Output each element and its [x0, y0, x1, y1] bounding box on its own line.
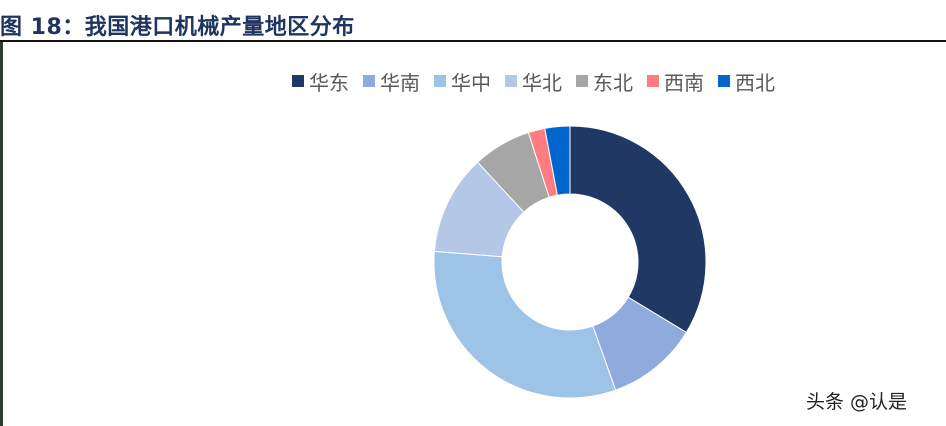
legend-swatch-xibei — [718, 75, 730, 87]
legend-label-xinan: 西南 — [664, 70, 704, 95]
legend-swatch-huanan — [363, 75, 375, 87]
legend-item-xinan: 西南 — [647, 67, 704, 96]
legend-swatch-huadong — [292, 75, 304, 87]
legend-label-huadong: 华东 — [309, 70, 349, 95]
slice-huadong — [569, 125, 707, 334]
slice-huazhong — [433, 250, 617, 399]
legend-item-xibei: 西北 — [718, 67, 775, 96]
legend-swatch-dongbei — [576, 75, 588, 87]
legend-label-huabei: 华北 — [522, 70, 562, 95]
left-edge-strip — [0, 42, 3, 426]
legend-label-huanan: 华南 — [380, 70, 420, 95]
legend-label-dongbei: 东北 — [593, 70, 633, 95]
slice-xibei — [544, 125, 571, 196]
legend-item-huadong: 华东 — [292, 67, 349, 96]
legend-label-xibei: 西北 — [735, 70, 775, 95]
donut-chart — [433, 125, 707, 399]
legend-item-huabei: 华北 — [505, 67, 562, 96]
legend-item-dongbei: 东北 — [576, 67, 633, 96]
figure-header: 图 18：我国港口机械产量地区分布 — [0, 0, 946, 42]
legend-swatch-huabei — [505, 75, 517, 87]
legend-item-huanan: 华南 — [363, 67, 420, 96]
legend-swatch-huazhong — [434, 75, 446, 87]
figure-title: 图 18：我国港口机械产量地区分布 — [0, 15, 355, 40]
watermark: 头条 @认是 — [806, 391, 908, 413]
legend-swatch-xinan — [647, 75, 659, 87]
legend-label-huazhong: 华中 — [451, 70, 491, 95]
chart-legend: 华东 华南 华中 华北 东北 西南 西北 — [292, 66, 775, 96]
legend-item-huazhong: 华中 — [434, 67, 491, 96]
